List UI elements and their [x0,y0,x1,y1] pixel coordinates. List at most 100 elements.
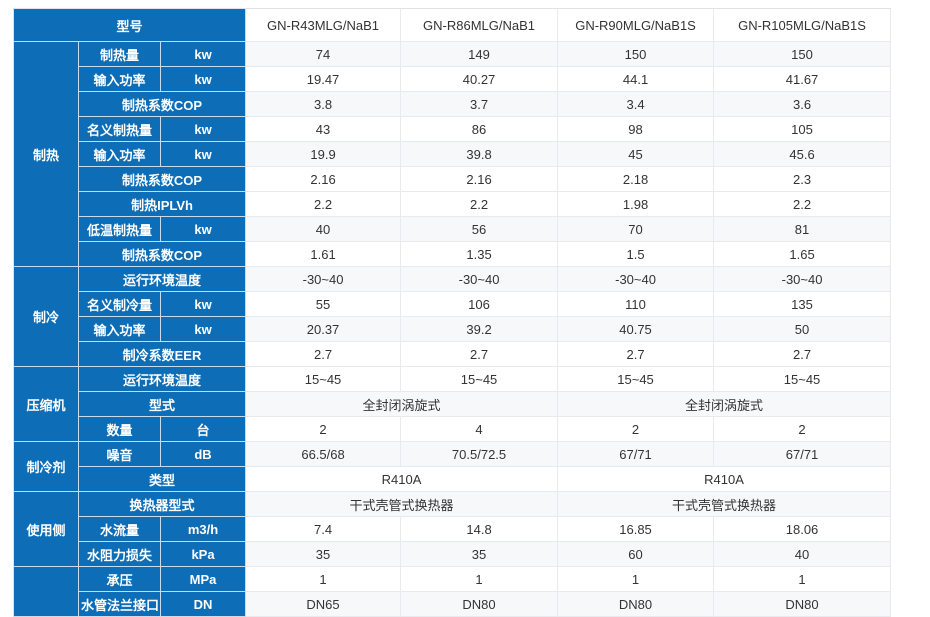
unit-label: kw [161,117,247,142]
value-cell: 14.8 [401,517,559,542]
param-label: 制热系数COP [79,167,247,192]
table-row: 制热系数COP 2.16 2.16 2.18 2.3 [14,167,892,192]
table-row: 名义制冷量 kw 55 106 110 135 [14,292,892,317]
param-label: 换热器型式 [79,492,247,517]
value-cell: 40.27 [401,67,559,92]
value-cell: 45 [558,142,715,167]
value-cell: 1.98 [558,192,715,217]
value-cell: R410A [246,467,559,492]
table-row: 数量 台 2 4 2 2 [14,417,892,442]
value-cell: 81 [714,217,892,242]
value-cell: 86 [401,117,559,142]
value-cell: 41.67 [714,67,892,92]
table-row: 低温制热量 kw 40 56 70 81 [14,217,892,242]
value-cell: 1 [246,567,402,592]
value-cell: 4 [401,417,559,442]
value-cell: 2.16 [246,167,402,192]
group-label-compressor: 压缩机 [14,367,79,442]
param-label: 制冷系数EER [79,342,247,367]
value-cell: 39.8 [401,142,559,167]
value-cell: 1 [714,567,892,592]
group-label-usage-side: 使用侧 [14,492,79,567]
value-cell: DN80 [558,592,715,617]
value-cell: 3.8 [246,92,402,117]
value-cell: 1.65 [714,242,892,267]
value-cell: 60 [558,542,715,567]
group-label-heating: 制热 [14,42,79,267]
value-cell: 45.6 [714,142,892,167]
model-name: GN-R105MLG/NaB1S [714,9,892,42]
param-label: 噪音 [79,442,161,467]
table-row: 制冷剂 噪音 dB 66.5/68 70.5/72.5 67/71 67/71 [14,442,892,492]
value-cell: 2 [714,417,892,442]
value-cell: 2.2 [714,192,892,217]
unit-label: kw [161,42,247,67]
param-label: 数量 [79,417,161,442]
value-cell: 70.5/72.5 [401,442,559,467]
param-label: 制热IPLVh [79,192,247,217]
unit-label: kw [161,292,247,317]
table-row: 输入功率 kw 19.47 40.27 44.1 41.67 [14,67,892,92]
value-cell: 39.2 [401,317,559,342]
table-row: 型号 GN-R43MLG/NaB1 GN-R86MLG/NaB1 GN-R90M… [14,9,892,42]
value-cell: 98 [558,117,715,142]
param-label: 低温制热量 [79,217,161,242]
table-row: 名义制热量 kw 43 86 98 105 [14,117,892,142]
table-row: 承压 MPa 1 1 1 1 [14,567,892,617]
value-cell: 2.2 [401,192,559,217]
group-label-refrigerant: 制冷剂 [14,442,79,492]
value-cell: 16.85 [558,517,715,542]
value-cell: 2.3 [714,167,892,192]
table-row: 类型 R410A R410A [14,467,892,492]
unit-label: DN [161,592,247,617]
value-cell: 3.6 [714,92,892,117]
param-label: 承压 [79,567,161,592]
param-label: 制热量 [79,42,161,67]
param-label: 水管法兰接口 [79,592,161,617]
value-cell: -30~40 [714,267,892,292]
value-cell: 67/71 [714,442,892,467]
unit-label: kPa [161,542,247,567]
value-cell: -30~40 [558,267,715,292]
unit-label: MPa [161,567,247,592]
unit-label: kw [161,142,247,167]
value-cell: 149 [401,42,559,67]
group-label-cooling: 制冷 [14,267,79,367]
model-name: GN-R86MLG/NaB1 [401,9,559,42]
param-label: 运行环境温度 [79,367,247,392]
param-label: 运行环境温度 [79,267,247,292]
model-name: GN-R90MLG/NaB1S [558,9,715,42]
table-row: 制冷系数EER 2.7 2.7 2.7 2.7 [14,342,892,367]
value-cell: 105 [714,117,892,142]
value-cell: 56 [401,217,559,242]
value-cell: 干式壳管式换热器 [246,492,559,517]
value-cell: 2.7 [558,342,715,367]
value-cell: R410A [558,467,892,492]
value-cell: 2 [246,417,402,442]
value-cell: 50 [714,317,892,342]
value-cell: 43 [246,117,402,142]
value-cell: 15~45 [714,367,892,392]
value-cell: 35 [246,542,402,567]
param-label: 型式 [79,392,247,417]
value-cell: 150 [714,42,892,67]
value-cell: -30~40 [246,267,402,292]
value-cell: 35 [401,542,559,567]
table-row: 制热系数COP 1.61 1.35 1.5 1.65 [14,242,892,267]
value-cell: 2.7 [401,342,559,367]
value-cell: 3.7 [401,92,559,117]
value-cell: 66.5/68 [246,442,402,467]
unit-label: dB [161,442,247,467]
table-row: 制热系数COP 3.8 3.7 3.4 3.6 [14,92,892,117]
value-cell: 70 [558,217,715,242]
param-label: 名义制热量 [79,117,161,142]
value-cell: DN80 [401,592,559,617]
value-cell: 15~45 [246,367,402,392]
value-cell: 全封闭涡旋式 [246,392,559,417]
param-label: 类型 [79,467,247,492]
value-cell: 55 [246,292,402,317]
param-label: 水流量 [79,517,161,542]
value-cell: DN65 [246,592,402,617]
value-cell: 20.37 [246,317,402,342]
table-row: 压缩机 运行环境温度 15~45 15~45 15~45 15~45 [14,367,892,442]
